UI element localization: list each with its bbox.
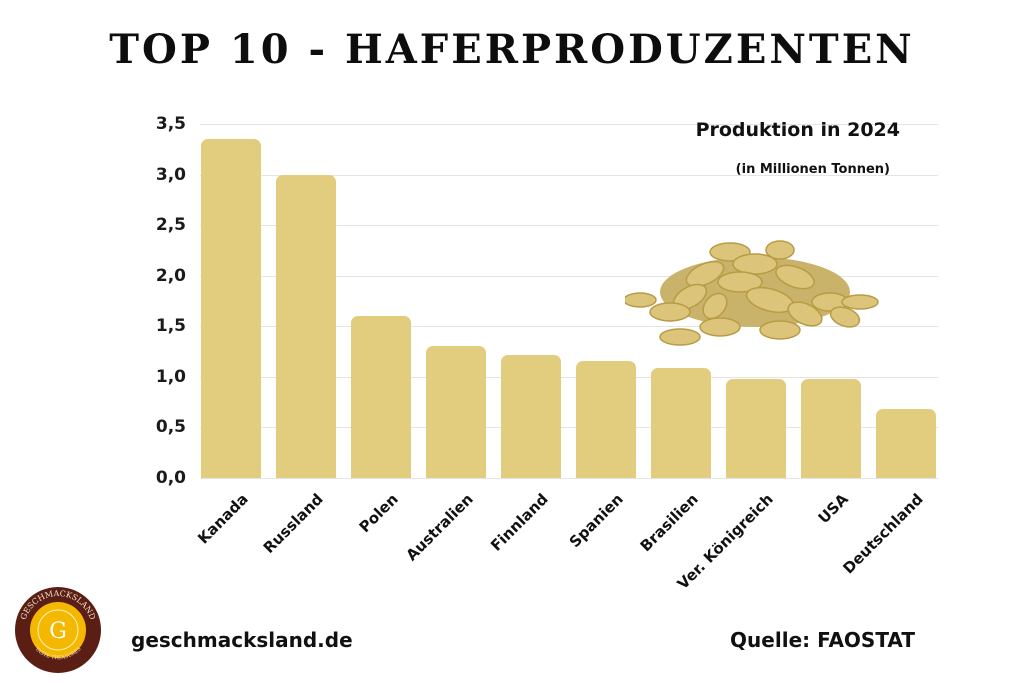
chart-legend-title: Produktion in 2024 (695, 119, 900, 141)
gridline (200, 478, 938, 479)
gridline (200, 377, 938, 378)
x-axis-label: Spanien (565, 490, 627, 552)
y-axis-tick-label: 1,5 (155, 316, 186, 336)
bar-polen (351, 316, 411, 478)
x-axis-label: Finnland (487, 490, 552, 555)
x-axis-label: Brasilien (636, 490, 702, 556)
gridline (200, 427, 938, 428)
y-axis-tick-label: 0,0 (155, 468, 186, 488)
gridline (200, 276, 938, 277)
bar-ver-königreich (726, 379, 786, 478)
y-axis-tick-label: 2,0 (155, 266, 186, 286)
bar-deutschland (876, 409, 936, 478)
oat-pile-icon (625, 240, 879, 346)
x-axis-label: Polen (355, 490, 402, 537)
website-link[interactable]: geschmacksland.de (131, 628, 353, 652)
y-axis-tick-label: 2,5 (155, 215, 186, 235)
geschmacksland-logo: G GESCHMACKSLAND TASTE TREASURES (15, 587, 101, 673)
x-axis-label: USA (814, 490, 852, 528)
gridline (200, 124, 938, 125)
bar-australien (426, 346, 486, 478)
x-axis-label: Russland (259, 490, 327, 558)
bar-russland (276, 175, 336, 478)
bar-usa (801, 379, 861, 478)
y-axis-tick-label: 3,0 (155, 165, 186, 185)
bar-spanien (576, 361, 636, 478)
bar-kanada (201, 139, 261, 478)
svg-text:G: G (49, 619, 67, 644)
x-axis-label: Kanada (194, 490, 252, 548)
bar-finnland (501, 355, 561, 478)
bar-brasilien (651, 368, 711, 478)
chart-legend-subtitle: (in Millionen Tonnen) (735, 162, 890, 177)
x-axis-label: Australien (402, 490, 477, 565)
y-axis-tick-label: 3,5 (155, 114, 186, 134)
y-axis-tick-label: 1,0 (155, 367, 186, 387)
gridline (200, 225, 938, 226)
x-axis-label: Deutschland (839, 490, 927, 578)
gridline (200, 326, 938, 327)
gridline (200, 175, 938, 176)
data-source: Quelle: FAOSTAT (730, 628, 915, 652)
y-axis-tick-label: 0,5 (155, 417, 186, 437)
chart-title: TOP 10 - HAFERPRODUZENTEN (109, 26, 915, 73)
